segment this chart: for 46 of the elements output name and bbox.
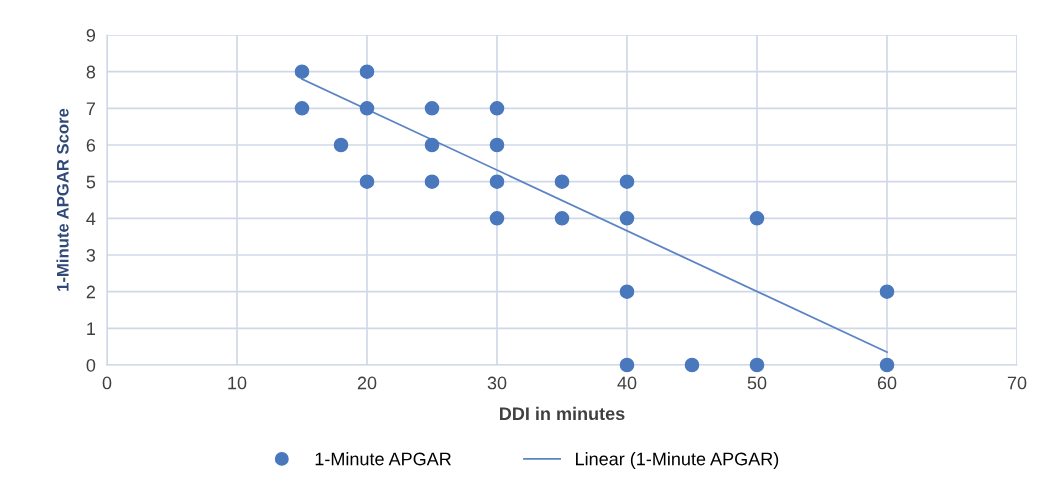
y-tick-label: 8 (86, 65, 96, 79)
point (619, 284, 635, 299)
x-tick-label: 10 (228, 376, 247, 390)
y-tick-label: 1 (87, 322, 96, 335)
y-tick-label: 7 (86, 102, 95, 115)
point (749, 211, 765, 226)
point (359, 101, 375, 116)
point (359, 64, 375, 79)
point (619, 357, 635, 373)
x-tick-label: 30 (487, 376, 507, 390)
y-tick-label: 4 (86, 212, 96, 225)
y-tick-label: 9 (86, 28, 96, 42)
legend-label: 1-Minute APGAR (315, 452, 451, 466)
point (294, 64, 310, 79)
legend-label: Linear (1-Minute APGAR) (576, 452, 779, 469)
point (879, 357, 895, 373)
y-tick-label: 5 (86, 175, 96, 189)
y-tick-label: 2 (86, 285, 95, 299)
x-tick-label: 60 (877, 376, 897, 390)
point (554, 174, 570, 189)
point (879, 284, 895, 299)
x-tick-label: 20 (357, 376, 377, 390)
point (333, 137, 349, 153)
point (749, 357, 765, 373)
point (489, 137, 505, 153)
y-tick-label: 0 (86, 358, 96, 372)
point (489, 211, 505, 226)
y-axis-title: 1-Minute APGAR Score (56, 108, 69, 291)
y-tick-label: 6 (86, 138, 96, 152)
point (489, 101, 505, 116)
point (424, 137, 440, 153)
point (294, 101, 310, 116)
y-tick-label: 3 (86, 248, 96, 262)
point (619, 174, 635, 189)
x-axis-title: DDI in minutes (500, 406, 625, 421)
point (554, 211, 570, 226)
x-tick-label: 50 (747, 376, 767, 390)
point (684, 357, 700, 373)
point (424, 174, 440, 189)
x-tick-label: 0 (102, 376, 112, 390)
point (359, 174, 375, 189)
point (619, 211, 635, 226)
x-tick-label: 40 (617, 376, 637, 390)
point (424, 101, 440, 116)
point (489, 174, 505, 189)
x-tick-label: 70 (1007, 376, 1027, 390)
